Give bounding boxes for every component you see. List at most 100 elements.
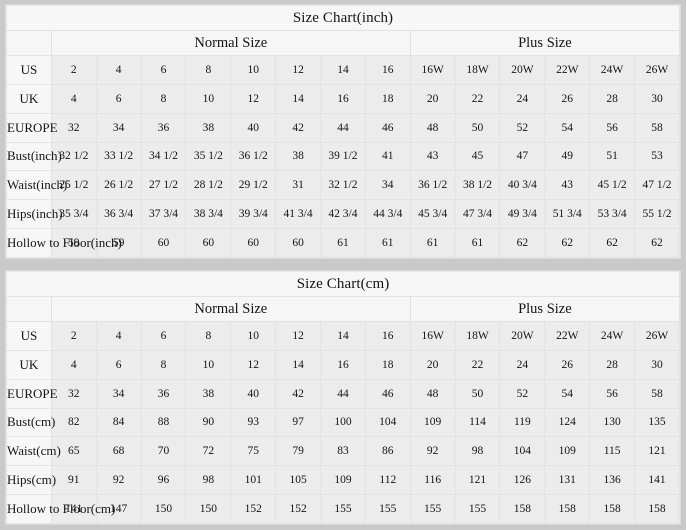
- table-cell: 59: [95, 228, 142, 258]
- table-cell: 26: [544, 349, 591, 380]
- table-cell: 4: [95, 55, 142, 85]
- table-cell: 18W: [454, 321, 501, 351]
- table-cell: 14: [275, 349, 322, 380]
- table-cell: 27 1/2: [140, 170, 187, 201]
- table-cell: 10: [185, 83, 232, 114]
- table-cell: 61: [409, 228, 456, 258]
- table-cell: 8: [185, 321, 232, 351]
- row-label: UK: [6, 349, 52, 380]
- size-chart-table: Size Chart(inch) Normal Size Plus Size US 2 4…: [6, 5, 681, 258]
- table-cell: 47 1/2: [634, 170, 680, 201]
- table-cell: 61: [364, 228, 411, 258]
- table-cell: 60: [185, 228, 232, 258]
- table-cell: 109: [320, 465, 366, 496]
- size-chart-block: Size Chart(cm) Normal Size Plus Size US 2 4 6 8…: [5, 270, 681, 525]
- table-cell: 92: [95, 465, 142, 496]
- group-header-normal-size: Normal Size: [50, 296, 411, 322]
- table-cell: 18: [364, 83, 411, 114]
- table-cell: 51 3/4: [544, 199, 591, 230]
- table-cell: 24: [499, 83, 546, 114]
- table-row: US 2 4 6 8 10 12 14 16 16W 18W 20W 22W 24W 26W: [6, 321, 680, 351]
- table-row: Waist(cm) 65 68 70 72 75 79 83 86 92 98 104 109 115 12…: [6, 436, 680, 467]
- table-cell: 155: [454, 494, 501, 524]
- table-cell: 70: [140, 436, 187, 467]
- table-cell: 130: [589, 407, 636, 438]
- table-cell: 141: [50, 494, 97, 524]
- table-row: Hollow to Floor(cm)141147150150152152155…: [6, 494, 680, 524]
- table-cell: 20W: [499, 321, 546, 351]
- table-row: Hollow to Floor(inch)5959606060606161616…: [6, 228, 680, 258]
- table-cell: 60: [230, 228, 277, 258]
- table-cell: 54: [544, 112, 591, 143]
- table-cell: 43: [409, 141, 456, 172]
- table-cell: 72: [185, 436, 232, 467]
- table-cell: 6: [140, 55, 187, 85]
- group-header-spacer: [6, 30, 52, 56]
- table-cell: 56: [589, 378, 636, 409]
- table-cell: 150: [140, 494, 187, 524]
- table-row: Hips(cm) 91 92 96 98 101 105 109 112 116 121 126 131…: [6, 465, 680, 496]
- row-label: EUROPE: [6, 378, 58, 409]
- table-cell: 16: [364, 321, 411, 351]
- table-cell: 82: [50, 407, 97, 438]
- table-cell: 45 3/4: [409, 199, 456, 230]
- table-cell: 93: [230, 407, 277, 438]
- group-header-plus-size: Plus Size: [409, 296, 681, 322]
- size-chart-block: Size Chart(inch) Normal Size Plus Size US 2 4…: [5, 4, 681, 259]
- table-row: US 2 4 6 8 10 12 14 16 16W 18W 20W 22W 24W 26W: [6, 55, 680, 85]
- table-cell: 91: [50, 465, 97, 496]
- table-cell: 51: [589, 141, 636, 172]
- row-label: UK: [6, 83, 52, 114]
- title-row: Size Chart(cm): [6, 271, 680, 297]
- table-cell: 8: [140, 83, 187, 114]
- table-cell: 60: [140, 228, 187, 258]
- table-cell: 36: [140, 378, 187, 409]
- table-cell: 26W: [634, 321, 680, 351]
- row-label: Hips(cm): [6, 465, 56, 496]
- table-cell: 40: [230, 378, 277, 409]
- table-cell: 42 3/4: [320, 199, 366, 230]
- table-cell: 6: [140, 321, 187, 351]
- table-cell: 56: [589, 112, 636, 143]
- table-row: Bust(inch) 32 1/2 33 1/2 34 1/2 35 1/2 36 1/2…: [6, 141, 680, 172]
- table-cell: 10: [230, 55, 277, 85]
- table-cell: 98: [454, 436, 501, 467]
- table-cell: 26W: [634, 55, 680, 85]
- table-cell: 61: [320, 228, 366, 258]
- table-cell: 24W: [589, 55, 636, 85]
- table-cell: 136: [589, 465, 636, 496]
- table-cell: 47 3/4: [454, 199, 501, 230]
- table-row: Bust(cm) 82 84 88 90 93 97 100 104 109 114 119 124 13…: [6, 407, 680, 438]
- table-cell: 38: [185, 112, 232, 143]
- table-row: Hips(inch) 35 3/4 36 3/4 37 3/4 38 3/4 39 3/4…: [6, 199, 680, 230]
- table-cell: 40: [230, 112, 277, 143]
- table-cell: 14: [275, 83, 322, 114]
- table-cell: 32: [50, 112, 97, 143]
- table-cell: 41 3/4: [275, 199, 322, 230]
- group-header-row: Normal Size Plus Size: [6, 296, 681, 322]
- table-cell: 48: [409, 112, 456, 143]
- table-cell: 20W: [499, 55, 546, 85]
- table-cell: 38 1/2: [454, 170, 501, 201]
- table-cell: 104: [499, 436, 546, 467]
- table-cell: 8: [185, 55, 232, 85]
- table-cell: 22W: [544, 55, 591, 85]
- table-cell: 12: [275, 321, 322, 351]
- table-cell: 49: [544, 141, 591, 172]
- row-label: Waist(cm): [6, 436, 61, 467]
- table-cell: 6: [95, 349, 142, 380]
- table-cell: 121: [634, 436, 680, 467]
- table-cell: 12: [230, 83, 277, 114]
- row-label: Hollow to Floor(inch): [6, 228, 122, 258]
- table-cell: 54: [544, 378, 591, 409]
- table-cell: 158: [589, 494, 636, 524]
- table-cell: 155: [364, 494, 411, 524]
- table-cell: 83: [320, 436, 366, 467]
- table-cell: 16: [320, 349, 366, 380]
- table-cell: 34: [95, 112, 142, 143]
- table-cell: 62: [499, 228, 546, 258]
- table-cell: 34: [364, 170, 411, 201]
- row-label: Waist(inch): [6, 170, 67, 201]
- table-cell: 44: [320, 378, 366, 409]
